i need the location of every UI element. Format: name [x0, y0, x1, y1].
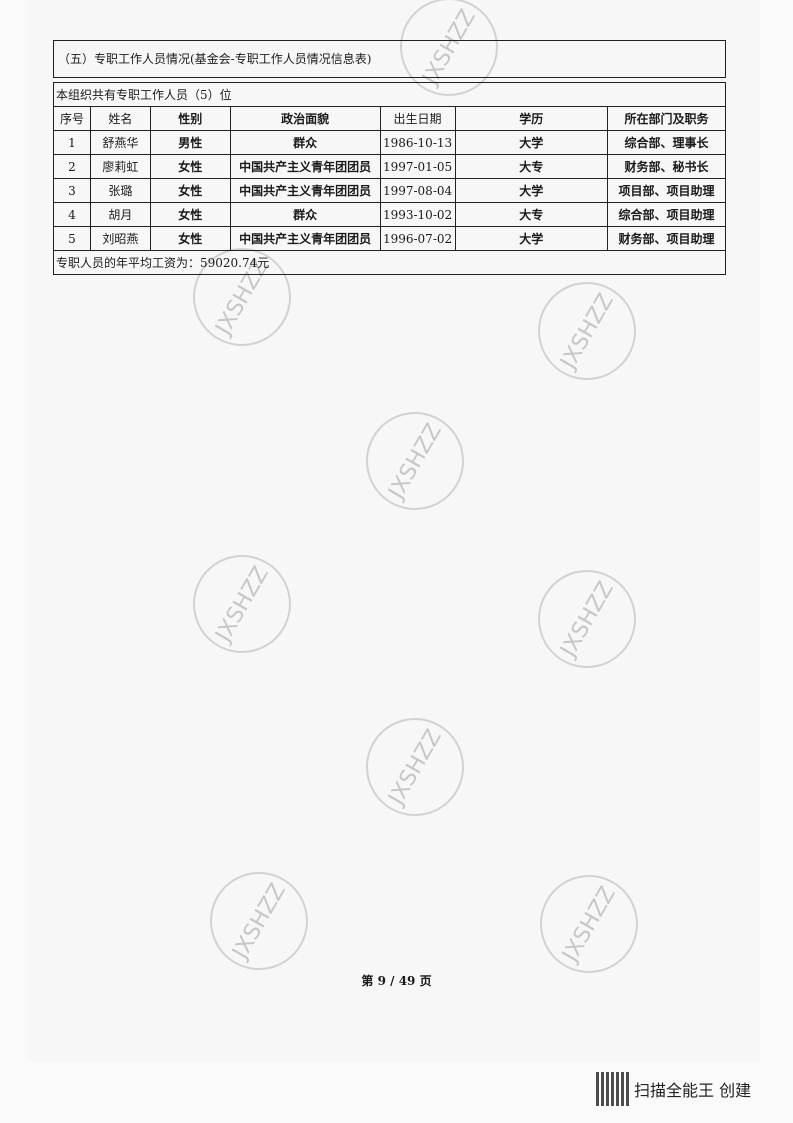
table-header: 序号 姓名 性别 政治面貌 出生日期 学历 所在部门及职务 [53, 106, 726, 131]
table-cell: 财务部、秘书长 [607, 154, 726, 179]
avg-salary: 专职人员的年平均工资为：59020.74元 [53, 250, 726, 275]
table-cell: 综合部、项目助理 [607, 202, 726, 227]
col-header: 学历 [454, 106, 609, 131]
table-cell: 1986-10-13 [379, 130, 456, 155]
table-cell: 中国共产主义青年团团员 [229, 178, 381, 203]
table-cell: 1 [53, 130, 91, 155]
table-cell: 3 [53, 178, 91, 203]
table-cell: 大学 [454, 178, 609, 203]
table-cell: 2 [53, 154, 91, 179]
table-row: 3 张璐 女性 中国共产主义青年团团员 1997-08-04 大学 项目部、项目助理 [53, 178, 726, 203]
table-cell: 女性 [149, 226, 231, 251]
table-cell: 1997-08-04 [379, 178, 456, 203]
table-cell: 大学 [454, 130, 609, 155]
table-cell: 1993-10-02 [379, 202, 456, 227]
table-row: 2 廖莉虹 女性 中国共产主义青年团团员 1997-01-05 大专 财务部、秘书长 [53, 154, 726, 179]
table-cell: 综合部、理事长 [607, 130, 726, 155]
table-cell: 女性 [149, 202, 231, 227]
table-cell: 1997-01-05 [379, 154, 456, 179]
table-cell: 刘昭燕 [89, 226, 151, 251]
table-row: 4 胡月 女性 群众 1993-10-02 大专 综合部、项目助理 [53, 202, 726, 227]
table-cell: 大专 [454, 202, 609, 227]
table-cell: 胡月 [89, 202, 151, 227]
table-cell: 群众 [229, 130, 381, 155]
table-cell: 大学 [454, 226, 609, 251]
col-header: 政治面貌 [229, 106, 381, 131]
scanner-label: 扫描全能王 创建 [634, 1081, 752, 1100]
table-row: 1 舒燕华 男性 群众 1986-10-13 大学 综合部、理事长 [53, 130, 726, 155]
col-header: 姓名 [89, 106, 151, 131]
table-cell: 女性 [149, 154, 231, 179]
table-cell: 舒燕华 [89, 130, 151, 155]
table-cell: 大专 [454, 154, 609, 179]
qr-code-icon [596, 1072, 630, 1106]
table-cell: 项目部、项目助理 [607, 178, 726, 203]
table-cell: 财务部、项目助理 [607, 226, 726, 251]
table-cell: 群众 [229, 202, 381, 227]
table-cell: 男性 [149, 130, 231, 155]
col-header: 性别 [149, 106, 231, 131]
table-cell: 中国共产主义青年团团员 [229, 226, 381, 251]
scanner-watermark: 扫描全能王 创建 [596, 1072, 751, 1106]
col-header: 所在部门及职务 [607, 106, 726, 131]
table-cell: 1996-07-02 [379, 226, 456, 251]
page-number: 第 9 / 49 页 [361, 974, 432, 988]
table-cell: 廖莉虹 [89, 154, 151, 179]
table-row: 5 刘昭燕 女性 中国共产主义青年团团员 1996-07-02 大学 财务部、项目助理 [53, 226, 726, 251]
table-cell: 女性 [149, 178, 231, 203]
col-header: 出生日期 [379, 106, 456, 131]
col-header: 序号 [53, 106, 91, 131]
table-cell: 5 [53, 226, 91, 251]
table-cell: 张璐 [89, 178, 151, 203]
staff-table: 本组织共有专职工作人员（5）位 序号 姓名 性别 政治面貌 出生日期 学历 所在… [53, 82, 726, 275]
staff-count: 本组织共有专职工作人员（5）位 [53, 82, 726, 107]
section-title: （五）专职工作人员情况(基金会-专职工作人员情况信息表) [53, 40, 726, 78]
table-cell: 中国共产主义青年团团员 [229, 154, 381, 179]
table-cell: 4 [53, 202, 91, 227]
